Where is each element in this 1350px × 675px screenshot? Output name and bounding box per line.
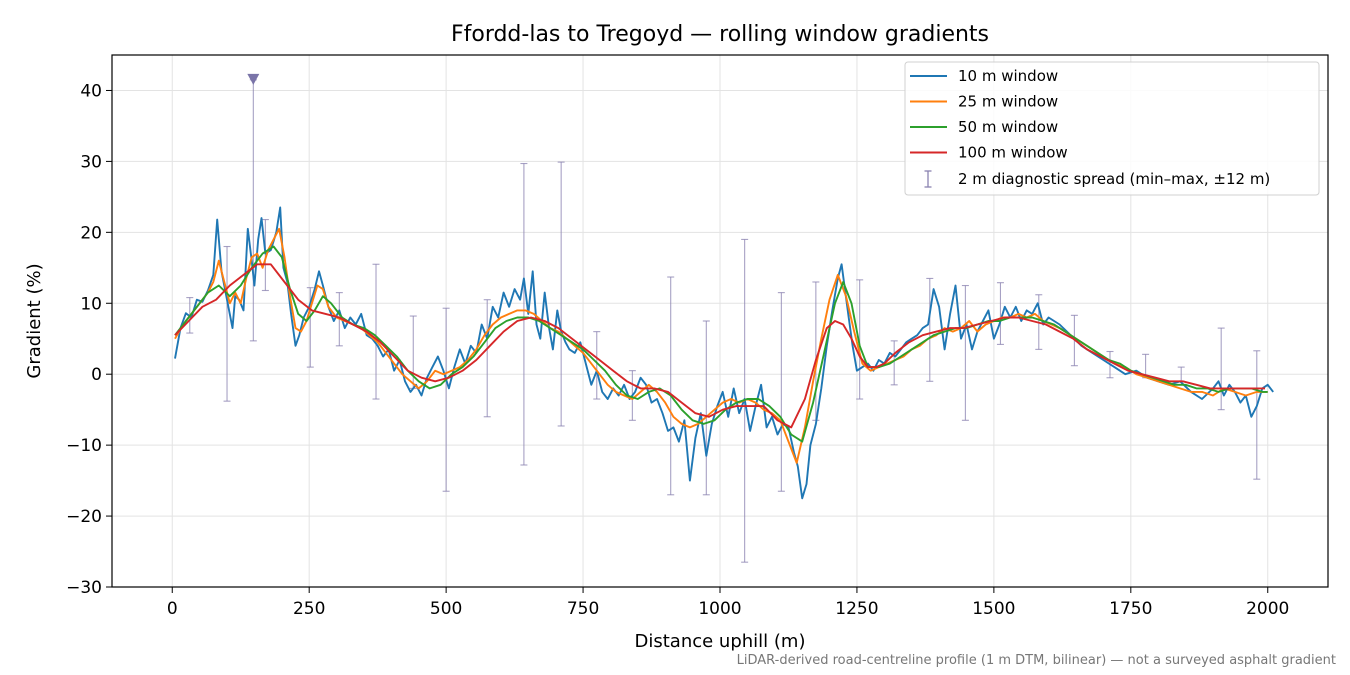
y-tick-label: 10 [80, 294, 102, 314]
legend-label: 50 m window [958, 118, 1058, 136]
errorbar [372, 263, 380, 400]
errorbar [557, 161, 565, 427]
y-tick-label: −20 [66, 507, 102, 527]
y-tick-label: 20 [80, 223, 102, 243]
legend-box [904, 61, 1320, 196]
x-tick-label: 1750 [1109, 599, 1152, 619]
errorbar [996, 282, 1004, 345]
x-tick-label: 2000 [1246, 599, 1289, 619]
y-tick-label: −30 [66, 578, 102, 598]
errorbars [186, 73, 1261, 563]
footnote: LiDAR-derived road-centreline profile (1… [737, 653, 1336, 668]
clipped-marker [247, 73, 260, 85]
series-line [174, 263, 1265, 429]
errorbar [926, 277, 934, 382]
axis-ticks: 0 250 500 750 1000 1250 1500 1750 2000 −30 −20 −10 0… [66, 81, 1289, 619]
legend: 10 m window 25 m window 50 m window 100 m w… [904, 61, 1320, 196]
errorbar [261, 219, 269, 292]
legend-label: 2 m diagnostic spread (min–max, ±12 m) [958, 170, 1270, 188]
x-tick-label: 1250 [835, 599, 878, 619]
legend-entry: 100 m window [910, 144, 1068, 162]
legend-label: 10 m window [958, 67, 1058, 85]
legend-entry: 2 m diagnostic spread (min–max, ±12 m) [924, 170, 1270, 188]
x-axis-label: Distance uphill (m) [635, 631, 806, 652]
errorbar [856, 279, 864, 400]
series-lines [174, 206, 1274, 500]
series-line [174, 245, 1268, 443]
legend-label: 100 m window [958, 144, 1068, 162]
errorbar [1253, 350, 1261, 480]
x-tick-label: 250 [293, 599, 325, 619]
errorbar [593, 331, 601, 400]
legend-label: 25 m window [958, 93, 1058, 111]
x-tick-label: 1500 [972, 599, 1015, 619]
legend-entry: 50 m window [910, 118, 1058, 136]
y-tick-label: 0 [91, 365, 102, 385]
errorbar [1217, 327, 1225, 411]
legend-entry: 10 m window [910, 67, 1058, 85]
x-tick-label: 500 [430, 599, 462, 619]
y-tick-label: −10 [66, 436, 102, 456]
errorbar [890, 340, 898, 386]
errorbar [223, 245, 231, 402]
legend-entry: 25 m window [910, 93, 1058, 111]
y-axis-label: Gradient (%) [24, 263, 45, 378]
x-tick-label: 1000 [698, 599, 741, 619]
x-tick-label: 0 [167, 599, 178, 619]
y-tick-label: 30 [80, 152, 102, 172]
errorbar [777, 292, 785, 492]
series-line [174, 206, 1274, 500]
errorbar [520, 162, 528, 466]
errorbar [483, 299, 491, 418]
errorbar [442, 307, 450, 492]
errorbar [961, 284, 969, 421]
errorbar [667, 276, 675, 496]
y-tick-label: 40 [80, 81, 102, 101]
errorbar [702, 320, 710, 496]
chart-title: Ffordd-las to Tregoyd — rolling window g… [451, 22, 989, 47]
series-line [174, 227, 1268, 464]
x-tick-label: 750 [567, 599, 599, 619]
